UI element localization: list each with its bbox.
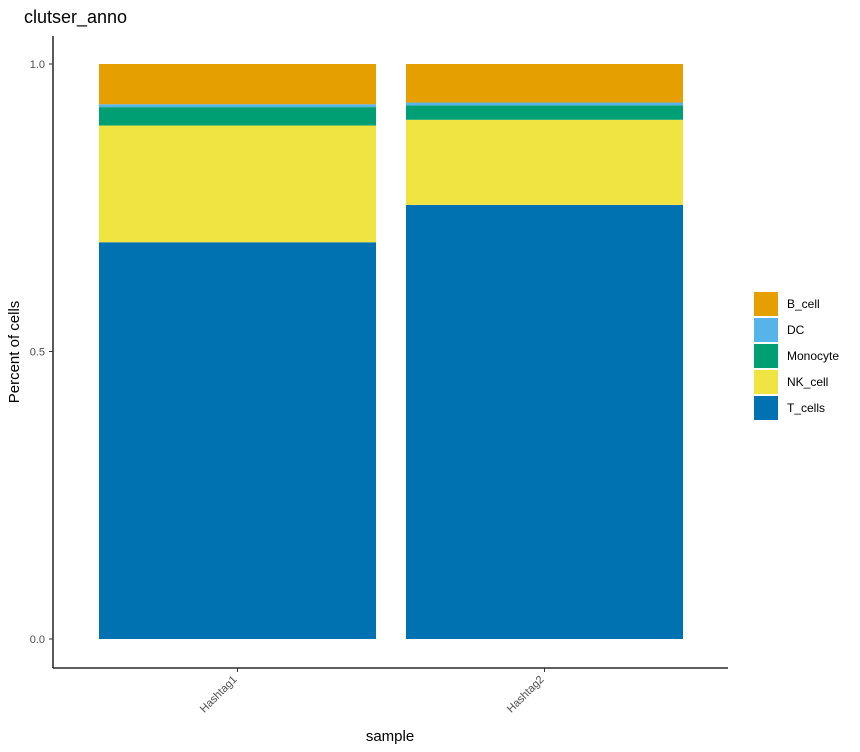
x-ticks: Hashtag1 Hashtag2 — [198, 668, 547, 715]
legend-swatch-dc — [754, 318, 778, 342]
bar-segment-hashtag2-b-cell — [406, 64, 683, 103]
chart-title: clutser_anno — [24, 7, 127, 28]
bar-segment-hashtag2-t-cells — [406, 204, 683, 639]
legend-swatch-monocyte — [754, 344, 778, 368]
legend-label: T_cells — [787, 401, 825, 415]
x-tick-label: Hashtag1 — [198, 674, 240, 716]
bar-segment-hashtag1-dc — [99, 104, 376, 108]
bar-segment-hashtag2-nk-cell — [406, 119, 683, 205]
y-ticks: 0.0 0.5 1.0 — [30, 59, 53, 646]
bar-segment-hashtag1-nk-cell — [99, 125, 376, 243]
y-tick-label: 0.0 — [30, 634, 45, 646]
legend-swatch-b-cell — [754, 292, 778, 316]
bars-layer — [99, 64, 683, 639]
y-tick-label: 1.0 — [30, 59, 45, 71]
x-axis-title: sample — [366, 728, 414, 745]
legend-swatch-nk-cell — [754, 370, 778, 394]
bar-segment-hashtag1-monocyte — [99, 107, 376, 126]
x-tick-label: Hashtag2 — [505, 674, 547, 716]
legend-label: B_cell — [787, 297, 820, 311]
bar-segment-hashtag1-t-cells — [99, 242, 376, 639]
legend: B_cell DC Monocyte NK_cell T_cells — [754, 292, 839, 420]
legend-swatch-t-cells — [754, 396, 778, 420]
bar-segment-hashtag2-monocyte — [406, 105, 683, 120]
bar-segment-hashtag2-dc — [406, 102, 683, 106]
legend-label: NK_cell — [787, 375, 828, 389]
y-tick-label: 0.5 — [30, 347, 45, 359]
legend-label: Monocyte — [787, 349, 839, 363]
bar-segment-hashtag1-b-cell — [99, 64, 376, 105]
legend-label: DC — [787, 323, 805, 337]
y-axis-title: Percent of cells — [6, 301, 23, 404]
